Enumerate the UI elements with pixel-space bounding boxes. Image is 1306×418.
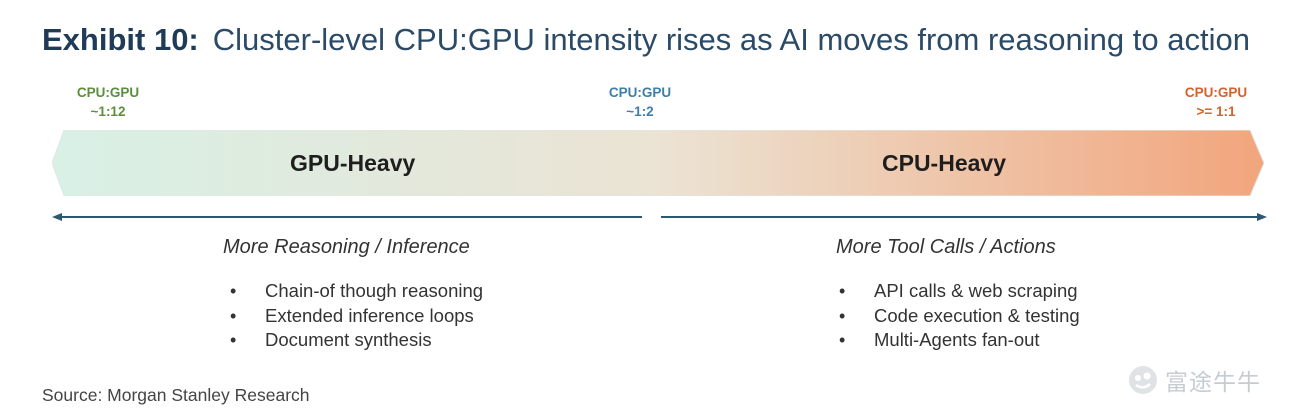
- ratio-right: CPU:GPU >= 1:1: [1166, 83, 1266, 121]
- list-item: Multi-Agents fan-out: [836, 328, 1080, 353]
- list-item: API calls & web scraping: [836, 279, 1080, 304]
- list-item: Extended inference loops: [227, 304, 483, 329]
- list-item: Chain-of though reasoning: [227, 279, 483, 304]
- cpu-heavy-label: CPU-Heavy: [882, 150, 1006, 176]
- source-note: Source: Morgan Stanley Research: [42, 385, 310, 405]
- banner-shape: [52, 130, 1264, 196]
- watermark-logo-icon: [1129, 366, 1157, 394]
- reasoning-heading: More Reasoning / Inference: [223, 236, 470, 258]
- ratio-right-value: >= 1:1: [1196, 104, 1236, 119]
- ratio-left-label: CPU:GPU: [76, 85, 140, 100]
- watermark-text: 富途牛牛: [1165, 369, 1261, 395]
- intensity-banner: [52, 130, 1264, 196]
- ratio-middle-value: ~1:2: [626, 104, 654, 119]
- exhibit-title: Exhibit 10: Cluster-level CPU:GPU intensi…: [42, 22, 1250, 58]
- actions-bullet-list: API calls & web scraping Code execution …: [836, 279, 1080, 353]
- ratio-middle: CPU:GPU ~1:2: [590, 83, 690, 121]
- right-arrowhead: [1257, 213, 1267, 221]
- watermark: 富途牛牛: [1127, 364, 1261, 396]
- left-arrowhead: [52, 213, 62, 221]
- exhibit-title-text: Cluster-level CPU:GPU intensity rises as…: [212, 22, 1250, 57]
- gpu-heavy-label: GPU-Heavy: [290, 150, 416, 176]
- ratio-left-value: ~1:12: [90, 104, 126, 119]
- actions-heading: More Tool Calls / Actions: [836, 236, 1056, 258]
- ratio-middle-label: CPU:GPU: [608, 85, 672, 100]
- ratio-left: CPU:GPU ~1:12: [58, 83, 158, 121]
- direction-arrows: [52, 213, 1267, 221]
- exhibit-number: Exhibit 10:: [42, 22, 199, 57]
- ratio-right-label: CPU:GPU: [1184, 85, 1248, 100]
- list-item: Document synthesis: [227, 328, 483, 353]
- reasoning-bullet-list: Chain-of though reasoning Extended infer…: [227, 279, 483, 353]
- list-item: Code execution & testing: [836, 304, 1080, 329]
